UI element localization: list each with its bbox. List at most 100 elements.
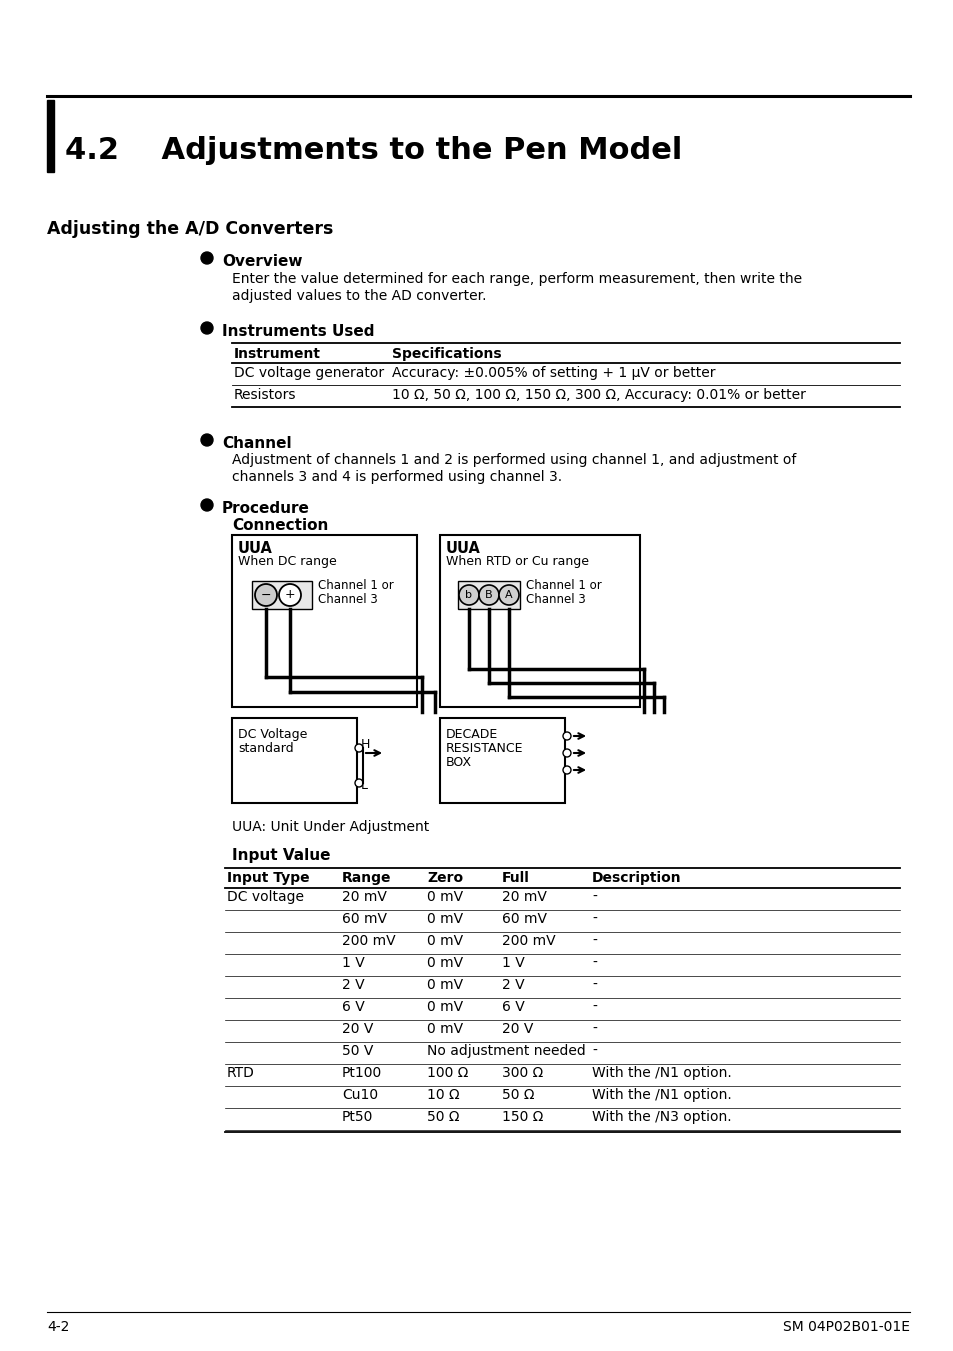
Text: H: H: [360, 738, 370, 751]
Text: 0 mV: 0 mV: [427, 890, 462, 904]
Text: UUA: Unit Under Adjustment: UUA: Unit Under Adjustment: [232, 820, 429, 834]
Text: Enter the value determined for each range, perform measurement, then write the: Enter the value determined for each rang…: [232, 272, 801, 286]
Text: SM 04P02B01-01E: SM 04P02B01-01E: [782, 1320, 909, 1333]
Text: With the /N1 option.: With the /N1 option.: [592, 1088, 731, 1102]
Text: 4.2    Adjustments to the Pen Model: 4.2 Adjustments to the Pen Model: [65, 136, 681, 165]
Text: +: +: [284, 589, 295, 601]
Text: UUA: UUA: [446, 540, 480, 557]
Text: Pt100: Pt100: [341, 1066, 382, 1079]
Text: 150 Ω: 150 Ω: [501, 1111, 543, 1124]
Text: Resistors: Resistors: [233, 388, 296, 403]
Circle shape: [201, 253, 213, 263]
Circle shape: [278, 584, 301, 607]
Text: 1 V: 1 V: [341, 957, 364, 970]
Text: 300 Ω: 300 Ω: [501, 1066, 542, 1079]
Text: Channel: Channel: [222, 436, 292, 451]
Circle shape: [201, 434, 213, 446]
Text: Cu10: Cu10: [341, 1088, 377, 1102]
Text: 200 mV: 200 mV: [501, 934, 555, 948]
Text: With the /N1 option.: With the /N1 option.: [592, 1066, 731, 1079]
Circle shape: [458, 585, 478, 605]
Bar: [439, 717, 564, 802]
Text: -: -: [592, 957, 597, 970]
Circle shape: [562, 766, 571, 774]
Text: Overview: Overview: [222, 254, 302, 269]
Text: 50 V: 50 V: [341, 1044, 373, 1058]
Text: 0 mV: 0 mV: [427, 1000, 462, 1015]
Text: DECADE: DECADE: [446, 728, 497, 740]
Text: Description: Description: [592, 871, 680, 885]
Text: Pt50: Pt50: [341, 1111, 373, 1124]
Text: 10 Ω: 10 Ω: [427, 1088, 459, 1102]
Text: With the /N3 option.: With the /N3 option.: [592, 1111, 731, 1124]
Bar: [232, 717, 356, 802]
Text: 20 mV: 20 mV: [501, 890, 546, 904]
Text: 2 V: 2 V: [341, 978, 364, 992]
Text: 200 mV: 200 mV: [341, 934, 395, 948]
Text: Accuracy: ±0.005% of setting + 1 μV or better: Accuracy: ±0.005% of setting + 1 μV or b…: [392, 366, 715, 380]
Text: Channel 3: Channel 3: [317, 593, 377, 607]
Circle shape: [562, 732, 571, 740]
Text: 0 mV: 0 mV: [427, 978, 462, 992]
Text: DC voltage: DC voltage: [227, 890, 304, 904]
Text: A: A: [505, 590, 513, 600]
Text: Connection: Connection: [232, 517, 328, 534]
Text: DC Voltage: DC Voltage: [237, 728, 307, 740]
Circle shape: [201, 322, 213, 334]
Circle shape: [254, 584, 276, 607]
Text: 1 V: 1 V: [501, 957, 524, 970]
Text: Procedure: Procedure: [222, 501, 310, 516]
Text: Adjusting the A/D Converters: Adjusting the A/D Converters: [47, 220, 333, 238]
Circle shape: [355, 744, 363, 753]
Text: -: -: [592, 1044, 597, 1058]
Text: BOX: BOX: [446, 757, 472, 769]
Text: -: -: [592, 978, 597, 992]
Text: 0 mV: 0 mV: [427, 1021, 462, 1036]
Text: Channel 1 or: Channel 1 or: [317, 580, 394, 592]
Text: When RTD or Cu range: When RTD or Cu range: [446, 555, 588, 567]
Text: Zero: Zero: [427, 871, 462, 885]
Text: 60 mV: 60 mV: [341, 912, 387, 925]
Text: 10 Ω, 50 Ω, 100 Ω, 150 Ω, 300 Ω, Accuracy: 0.01% or better: 10 Ω, 50 Ω, 100 Ω, 150 Ω, 300 Ω, Accurac…: [392, 388, 805, 403]
Text: 0 mV: 0 mV: [427, 912, 462, 925]
Circle shape: [355, 780, 363, 788]
Bar: [457, 581, 519, 609]
Text: standard: standard: [237, 742, 294, 755]
Text: 20 V: 20 V: [501, 1021, 533, 1036]
Text: Full: Full: [501, 871, 529, 885]
Text: channels 3 and 4 is performed using channel 3.: channels 3 and 4 is performed using chan…: [232, 470, 561, 484]
Circle shape: [498, 585, 518, 605]
Text: 50 Ω: 50 Ω: [427, 1111, 459, 1124]
Text: 6 V: 6 V: [501, 1000, 524, 1015]
Text: B: B: [485, 590, 493, 600]
Text: -: -: [592, 912, 597, 925]
Text: 4-2: 4-2: [47, 1320, 70, 1333]
Bar: [232, 535, 416, 707]
Text: 60 mV: 60 mV: [501, 912, 546, 925]
Bar: [252, 581, 312, 609]
Circle shape: [201, 499, 213, 511]
Text: -: -: [592, 934, 597, 948]
Text: 20 V: 20 V: [341, 1021, 373, 1036]
Text: RESISTANCE: RESISTANCE: [446, 742, 523, 755]
Text: L: L: [360, 780, 368, 792]
Text: -: -: [592, 890, 597, 904]
Text: UUA: UUA: [237, 540, 273, 557]
Text: 0 mV: 0 mV: [427, 957, 462, 970]
Text: 2 V: 2 V: [501, 978, 524, 992]
Text: −: −: [260, 589, 271, 601]
Text: b: b: [465, 590, 472, 600]
Text: 20 mV: 20 mV: [341, 890, 387, 904]
Text: 0 mV: 0 mV: [427, 934, 462, 948]
Circle shape: [562, 748, 571, 757]
Text: adjusted values to the AD converter.: adjusted values to the AD converter.: [232, 289, 486, 303]
Text: Instrument: Instrument: [233, 347, 320, 361]
Text: 50 Ω: 50 Ω: [501, 1088, 534, 1102]
Text: 6 V: 6 V: [341, 1000, 364, 1015]
Text: Channel 3: Channel 3: [525, 593, 585, 607]
Text: Input Type: Input Type: [227, 871, 310, 885]
Text: DC voltage generator: DC voltage generator: [233, 366, 384, 380]
Text: Adjustment of channels 1 and 2 is performed using channel 1, and adjustment of: Adjustment of channels 1 and 2 is perfor…: [232, 453, 796, 467]
Text: -: -: [592, 1000, 597, 1015]
Text: Instruments Used: Instruments Used: [222, 324, 375, 339]
